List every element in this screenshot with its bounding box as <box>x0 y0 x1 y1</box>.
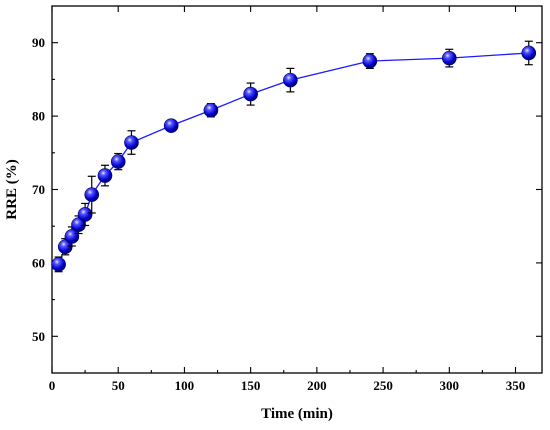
data-marker <box>124 135 139 150</box>
data-point <box>110 152 126 171</box>
data-point <box>77 202 93 227</box>
data-point <box>57 238 73 256</box>
data-point <box>441 48 457 68</box>
data-marker <box>110 154 126 169</box>
x-tick-label: 200 <box>307 378 327 393</box>
y-tick-label: 50 <box>32 329 45 344</box>
data-marker <box>441 50 457 66</box>
x-tick-label: 150 <box>241 378 261 393</box>
x-tick-label: 50 <box>112 378 125 393</box>
data-point <box>203 102 219 118</box>
y-axis-title: RRE (%) <box>4 159 20 219</box>
data-point <box>163 118 179 133</box>
data-point <box>362 53 378 69</box>
data-marker <box>51 257 66 272</box>
data-marker <box>203 102 219 118</box>
x-tick-label: 300 <box>440 378 460 393</box>
y-axis-ticks: 50 60 70 80 90 <box>32 35 542 344</box>
x-tick-label: 100 <box>175 378 195 393</box>
x-tick-label: 250 <box>373 378 393 393</box>
x-tick-label: 350 <box>506 378 526 393</box>
data-point <box>521 40 537 66</box>
y-tick-label: 80 <box>32 109 45 124</box>
data-point <box>51 256 66 273</box>
data-marker <box>521 45 537 61</box>
data-marker <box>243 86 258 102</box>
data-marker <box>283 72 298 88</box>
data-point <box>84 175 100 214</box>
data-point <box>283 67 298 93</box>
data-marker <box>97 168 113 183</box>
plot-border <box>51 5 543 374</box>
data-point <box>243 82 258 106</box>
y-tick-label: 60 <box>32 255 45 270</box>
x-tick-label: 0 <box>49 378 56 393</box>
y-tick-label: 70 <box>32 182 45 197</box>
x-axis-ticks: 0 50 100 150 200 250 300 350 <box>49 6 526 393</box>
data-marker <box>77 207 93 222</box>
y-tick-label: 90 <box>32 35 45 50</box>
data-marker <box>362 53 378 69</box>
data-marker <box>84 187 100 202</box>
x-axis-title: Time (min) <box>261 406 333 422</box>
data-marker <box>163 118 179 133</box>
plot-frame <box>51 5 543 374</box>
series-layer <box>51 40 537 273</box>
data-point <box>97 164 113 187</box>
data-point <box>124 130 139 155</box>
data-marker <box>57 239 73 255</box>
